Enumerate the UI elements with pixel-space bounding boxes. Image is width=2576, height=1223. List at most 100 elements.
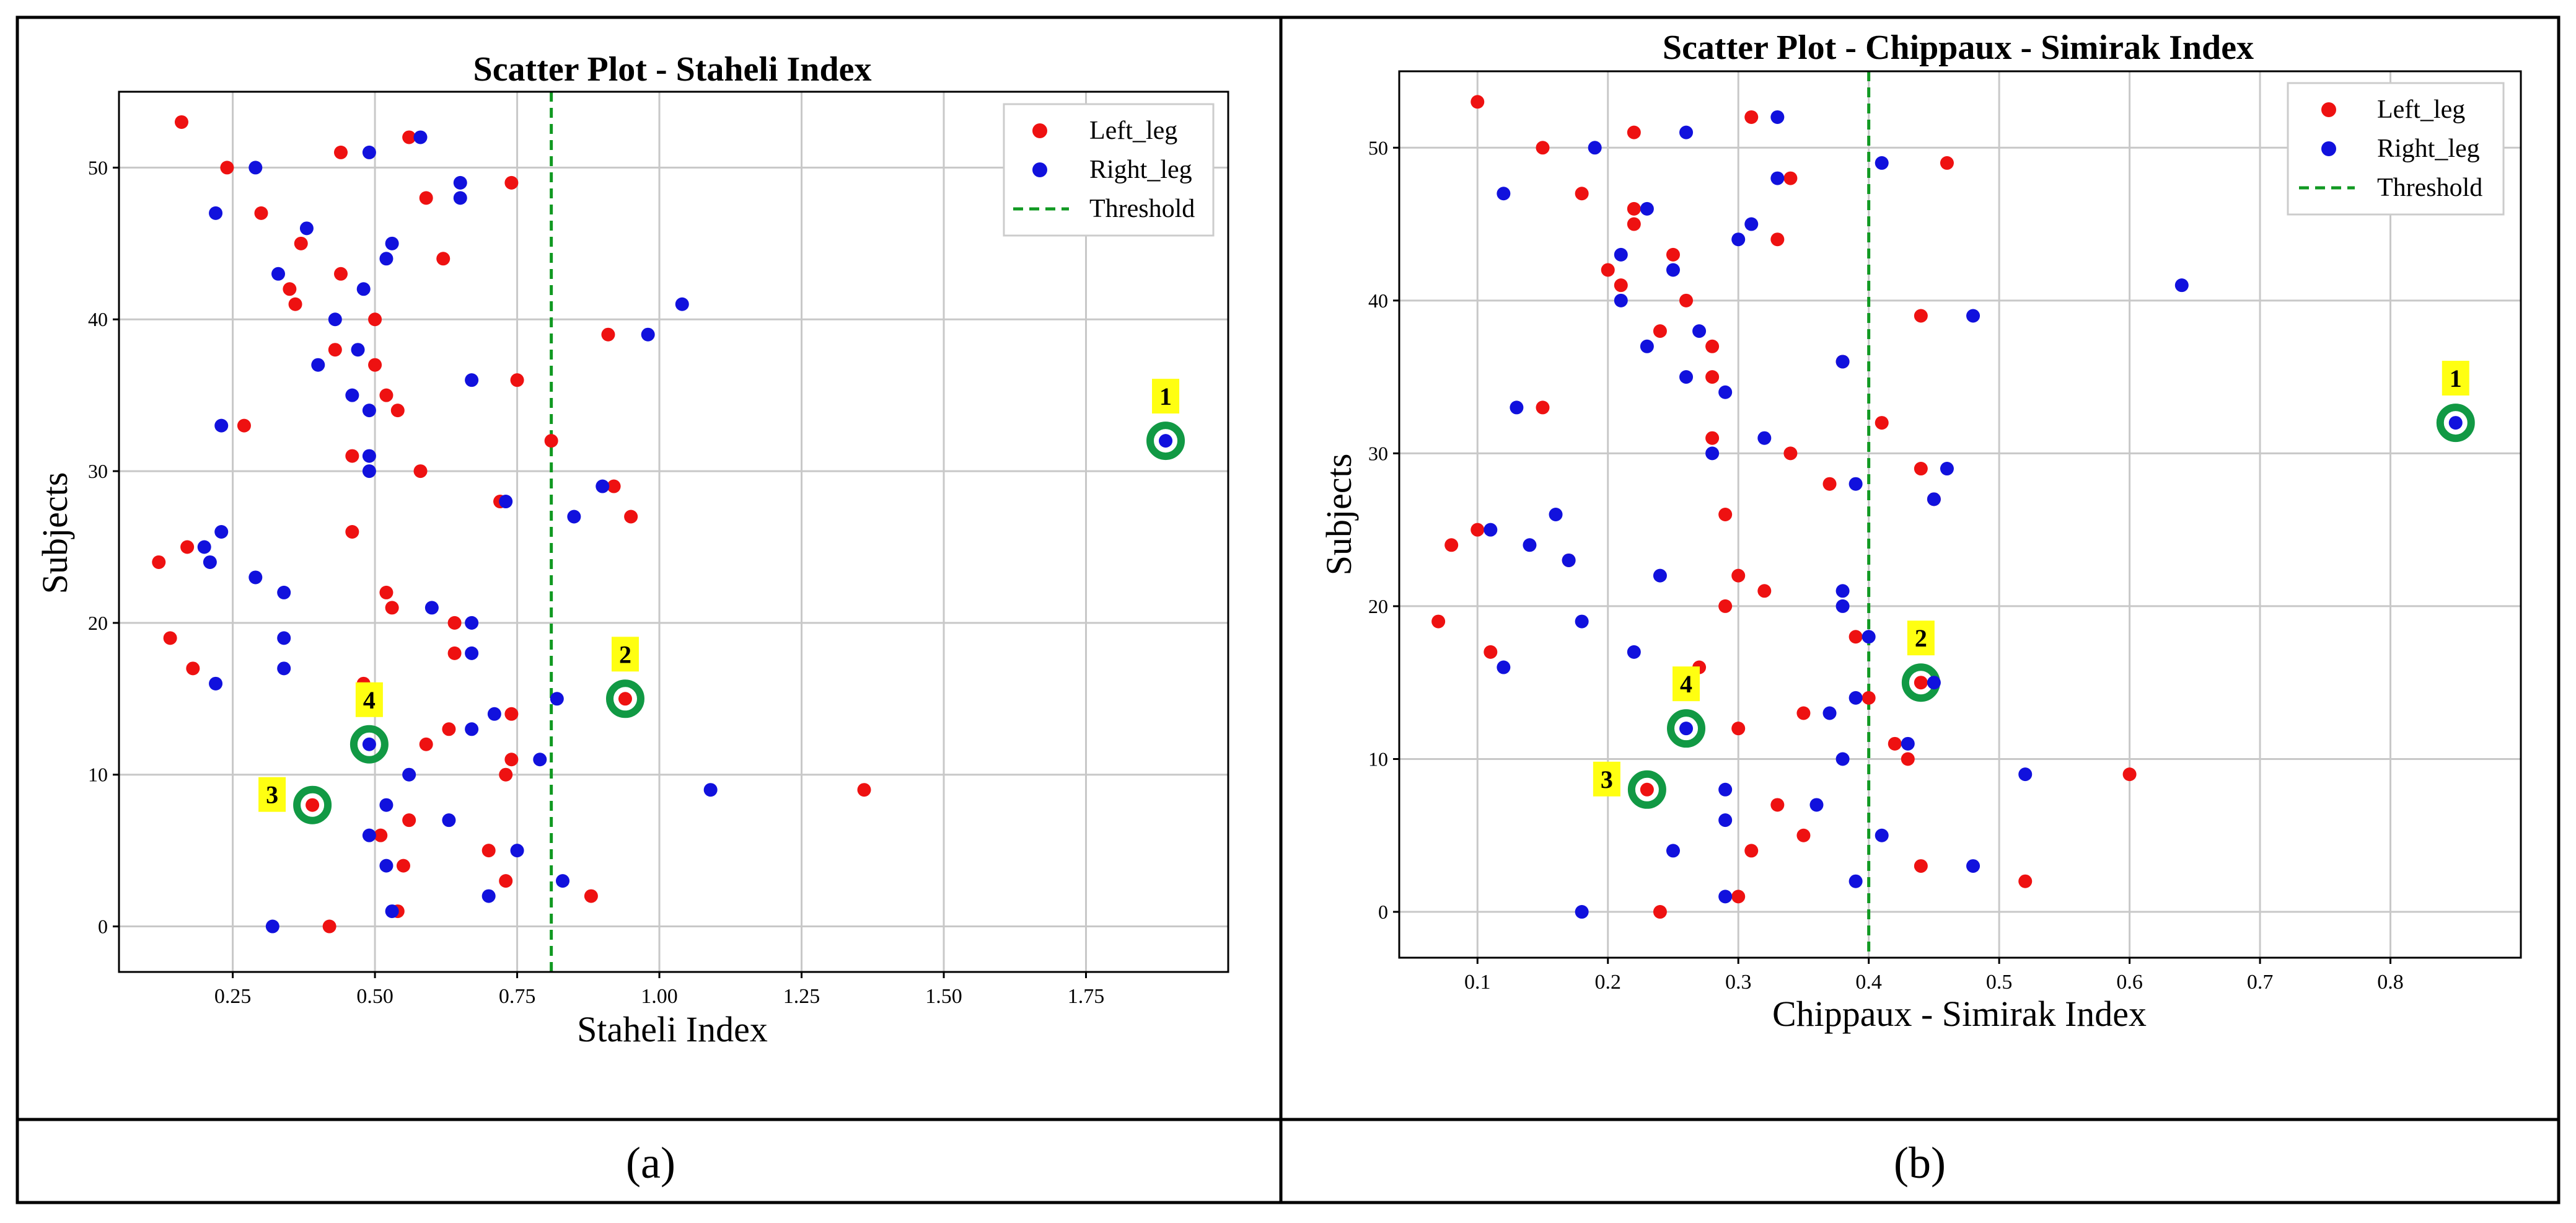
- left-leg-point: [1914, 859, 1928, 873]
- left-leg-point: [368, 312, 382, 327]
- left-leg-point: [368, 358, 382, 372]
- right-leg-point: [1562, 553, 1576, 567]
- right-leg-point: [265, 919, 279, 934]
- annotation-label: 1: [1159, 382, 1172, 410]
- right-leg-point: [1966, 309, 1980, 323]
- left-leg-point: [1705, 370, 1720, 384]
- right-leg-point: [345, 388, 359, 402]
- right-leg-point: [1614, 247, 1628, 262]
- right-leg-point: [362, 145, 376, 159]
- right-leg-point: [1862, 630, 1876, 644]
- left-leg-point: [174, 115, 188, 129]
- right-leg-point: [424, 601, 439, 615]
- left-leg-point: [152, 555, 166, 569]
- right-leg-point: [214, 418, 229, 433]
- left-leg-point: [1536, 400, 1550, 415]
- right-leg-point: [328, 312, 342, 327]
- left-leg-point: [1901, 752, 1915, 766]
- chart-b-title: Scatter Plot - Chippaux - Simirak Index: [1663, 29, 2254, 67]
- left-leg-point: [288, 297, 302, 311]
- right-leg-point: [1875, 828, 1889, 842]
- left-leg-point: [1731, 568, 1746, 583]
- highlight-ring: [1667, 709, 1706, 748]
- right-leg-point: [465, 722, 479, 736]
- annotation-label: 1: [2450, 364, 2462, 392]
- right-leg-point: [1927, 676, 1941, 690]
- left-leg-point: [499, 767, 513, 782]
- left-leg-point: [237, 418, 251, 433]
- right-leg-point: [1523, 538, 1537, 552]
- left-leg-point: [1653, 324, 1667, 338]
- caption-b: (b): [1894, 1138, 1946, 1188]
- left-leg-point: [2018, 874, 2033, 888]
- right-leg-point: [1653, 568, 1667, 583]
- right-leg-point: [1718, 813, 1733, 828]
- right-leg-point: [271, 267, 286, 281]
- right-leg-point: [641, 327, 655, 342]
- left-leg-point: [322, 919, 336, 934]
- right-leg-point: [1640, 201, 1654, 216]
- right-leg-point: [1497, 187, 1511, 201]
- right-leg-point: [1588, 141, 1602, 155]
- left-leg-point: [1614, 278, 1628, 293]
- left-leg-point: [220, 161, 234, 175]
- right-leg-point: [1835, 599, 1850, 613]
- right-leg-point: [311, 358, 325, 372]
- right-leg-point: [1497, 660, 1511, 674]
- left-leg-point: [306, 798, 320, 812]
- right-leg-point: [277, 631, 291, 645]
- right-leg-point: [1679, 370, 1694, 384]
- right-leg-point: [1718, 385, 1733, 399]
- y-tick-label: 50: [88, 156, 108, 179]
- left-leg-point: [345, 525, 359, 539]
- right-leg-point: [1510, 400, 1524, 415]
- right-leg-point: [675, 297, 689, 311]
- right-leg-point: [197, 540, 211, 554]
- highlight-ring: [2436, 404, 2475, 443]
- left-leg-point: [1914, 676, 1928, 690]
- legend-right-leg-label: Right_leg: [2377, 135, 2480, 163]
- x-tick-label: 0.50: [356, 985, 393, 1008]
- left-leg-point: [419, 737, 433, 751]
- left-leg-point: [607, 479, 621, 493]
- right-leg-point: [1875, 156, 1889, 170]
- legend-right-leg-label: Right_leg: [1089, 156, 1192, 184]
- left-leg-point: [1770, 798, 1785, 812]
- left-leg-point: [1627, 217, 1641, 231]
- right-leg-point: [1966, 859, 1980, 873]
- left-leg-point: [499, 874, 513, 888]
- x-tick-label: 0.3: [1725, 971, 1752, 994]
- highlight-ring: [605, 679, 644, 718]
- left-leg-point: [1822, 477, 1837, 491]
- left-leg-point: [1470, 523, 1485, 537]
- right-leg-point: [1757, 431, 1772, 445]
- x-tick-label: 1.00: [641, 985, 678, 1008]
- highlight-ring: [293, 785, 332, 824]
- right-leg-point: [567, 510, 581, 524]
- right-leg-point: [209, 676, 223, 691]
- right-leg-point: [299, 221, 314, 236]
- right-leg-point: [1770, 110, 1785, 124]
- highlight-ring: [1146, 422, 1185, 461]
- right-leg-point: [248, 161, 263, 175]
- right-leg-point: [499, 495, 513, 509]
- right-leg-point: [203, 555, 217, 569]
- right-leg-point: [1549, 508, 1563, 521]
- left-leg-point: [1705, 339, 1720, 353]
- plot-background: [1399, 71, 2521, 958]
- left-leg-point: [1744, 844, 1759, 858]
- legend-left-leg-label: Left_leg: [2377, 95, 2465, 124]
- legend-left-leg-marker: [1032, 123, 1047, 138]
- annotation-label: 2: [619, 640, 631, 668]
- left-leg-point: [385, 601, 399, 615]
- legend-left-leg-marker: [2321, 102, 2336, 117]
- legend-threshold-label: Threshold: [2377, 174, 2482, 202]
- right-leg-point: [362, 737, 376, 751]
- x-tick-label: 0.4: [1855, 971, 1882, 994]
- left-leg-point: [510, 373, 524, 387]
- left-leg-point: [1783, 446, 1798, 461]
- right-leg-point: [1666, 844, 1680, 858]
- left-leg-point: [1575, 187, 1589, 201]
- right-leg-point: [1770, 171, 1785, 185]
- right-leg-point: [214, 525, 229, 539]
